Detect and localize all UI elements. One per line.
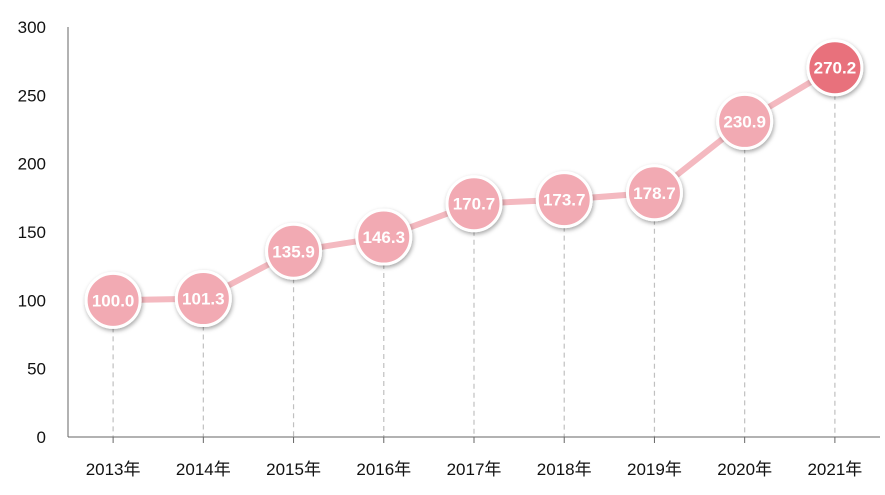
x-tick-label: 2015年 [266, 460, 321, 479]
x-tick-label: 2020年 [717, 460, 772, 479]
data-point-marker [84, 271, 142, 329]
x-tick-label: 2017年 [447, 460, 502, 479]
data-points [84, 39, 864, 329]
y-tick-label: 300 [18, 18, 46, 37]
data-label: 270.2 [814, 59, 857, 78]
x-tick-label: 2014年 [176, 460, 231, 479]
data-labels: 100.0 101.3 135.9 146.3 170.7 173.7 178.7 230.9… [92, 59, 856, 311]
data-label: 101.3 [182, 290, 225, 309]
data-point-marker [625, 164, 683, 222]
y-tick-label: 50 [27, 360, 46, 379]
data-label: 173.7 [543, 191, 586, 210]
data-label: 178.7 [633, 184, 676, 203]
data-label: 230.9 [723, 112, 766, 131]
y-tick-label: 100 [18, 291, 46, 310]
x-tick-label: 2013年 [86, 460, 141, 479]
x-tick-label: 2021年 [807, 460, 862, 479]
data-point-marker [174, 270, 232, 328]
y-axis-ticks: 0 50 100 150 200 250 300 [18, 18, 46, 447]
data-point-marker [716, 92, 774, 150]
x-tick-label: 2016年 [356, 460, 411, 479]
data-point-marker [535, 171, 593, 229]
data-point-marker [355, 208, 413, 266]
y-tick-label: 200 [18, 155, 46, 174]
y-tick-label: 150 [18, 223, 46, 242]
y-tick-label: 0 [37, 428, 46, 447]
data-label: 100.0 [92, 291, 135, 310]
data-label: 146.3 [363, 228, 406, 247]
data-point-marker [265, 222, 323, 280]
x-axis-ticks: 2013年 2014年 2015年 2016年 2017年 2018年 2019年 2020年… [86, 437, 862, 479]
data-point-marker [806, 39, 864, 97]
x-tick-label: 2018年 [537, 460, 592, 479]
x-tick-label: 2019年 [627, 460, 682, 479]
data-label: 135.9 [272, 242, 315, 261]
data-point-marker [445, 175, 503, 233]
drop-lines [112, 67, 836, 437]
y-tick-label: 250 [18, 86, 46, 105]
data-label: 170.7 [453, 195, 496, 214]
